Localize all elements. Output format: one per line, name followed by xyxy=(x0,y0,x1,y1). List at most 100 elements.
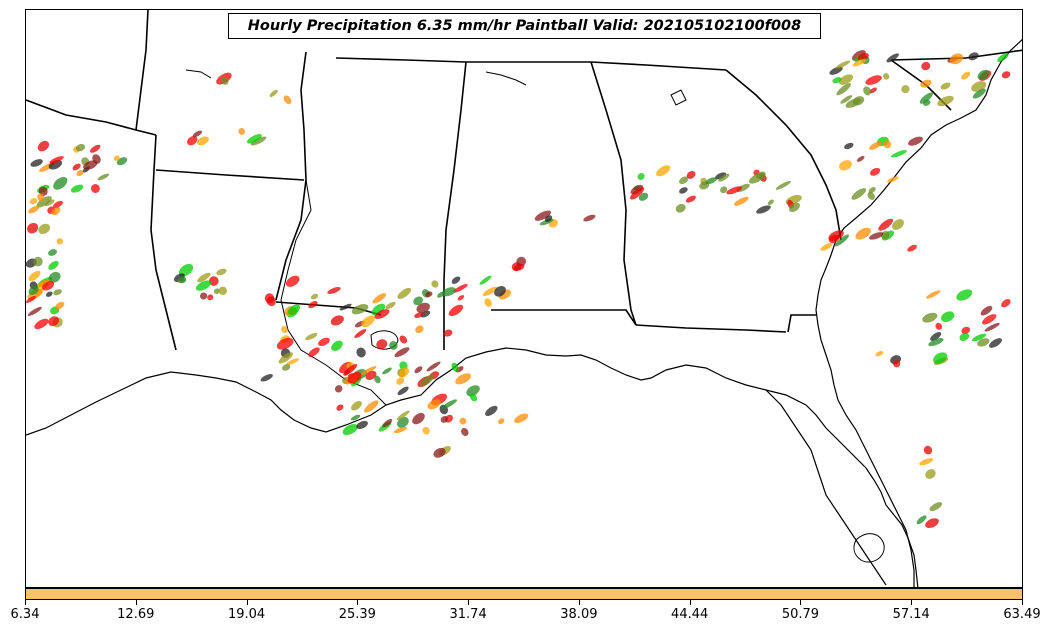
precip-blob xyxy=(276,337,294,350)
precip-blob xyxy=(457,295,465,301)
precip-blob xyxy=(929,502,943,512)
precip-blob xyxy=(218,286,228,295)
colorbar-tick-label: 57.14 xyxy=(892,607,930,622)
precip-blob xyxy=(940,311,955,323)
precip-blob xyxy=(922,99,931,106)
colorbar-tick xyxy=(246,600,248,605)
precip-blob xyxy=(427,399,441,410)
colorbar-tick xyxy=(689,600,691,605)
precip-blob xyxy=(928,338,944,347)
precip-blob xyxy=(989,338,1002,348)
precip-blob xyxy=(327,287,341,294)
precip-blob xyxy=(1001,71,1011,79)
precip-blob xyxy=(350,414,361,421)
precip-blob xyxy=(330,315,344,326)
precip-blob xyxy=(838,74,854,85)
reservoir xyxy=(670,89,687,106)
precip-blob xyxy=(534,210,551,221)
precip-blob xyxy=(220,76,229,85)
precip-blob xyxy=(930,331,942,341)
precip-blob xyxy=(269,89,278,98)
precip-blob xyxy=(442,287,457,297)
precip-blob xyxy=(339,303,352,311)
precip-blob xyxy=(397,416,409,428)
precip-blob xyxy=(890,150,907,158)
precip-blob xyxy=(935,322,943,330)
precip-blob xyxy=(34,318,49,330)
precip-blob xyxy=(179,276,187,284)
precip-blob xyxy=(399,335,408,344)
precip-blob xyxy=(451,276,461,284)
precip-blob xyxy=(459,417,467,425)
precip-blob xyxy=(55,301,65,310)
map-panel xyxy=(25,9,1023,588)
precip-blob xyxy=(49,156,64,164)
precip-blob xyxy=(207,294,214,301)
precip-blob xyxy=(748,172,765,184)
precip-blob xyxy=(48,271,61,283)
precip-blob xyxy=(919,458,934,466)
precip-blob xyxy=(453,284,468,293)
colorbar-tick-label: 44.44 xyxy=(671,607,709,622)
colorbar-tick xyxy=(911,600,913,605)
state-borders xyxy=(26,10,1022,351)
precip-blob xyxy=(956,289,973,301)
precip-blob xyxy=(356,347,366,358)
precip-blob xyxy=(705,177,717,185)
precip-blob xyxy=(840,95,853,104)
precip-blob xyxy=(26,295,37,303)
precip-blob xyxy=(361,315,375,328)
precip-blob xyxy=(42,281,55,291)
precip-blob xyxy=(414,312,424,318)
precip-blob xyxy=(718,173,730,182)
colorbar-tick-label: 50.79 xyxy=(781,607,820,622)
precip-blob xyxy=(213,288,220,294)
precip-blob xyxy=(852,58,867,67)
precip-blob xyxy=(479,275,492,285)
precip-blob xyxy=(984,322,1000,332)
colorbar-tick-label: 19.04 xyxy=(227,607,266,622)
precip-blob xyxy=(419,374,435,387)
precip-blob xyxy=(97,173,110,181)
precip-blob xyxy=(907,244,918,252)
precip-blob xyxy=(855,227,871,240)
precip-blob xyxy=(372,293,387,304)
precip-blob xyxy=(756,205,771,214)
precip-blob xyxy=(513,263,525,271)
precip-blob xyxy=(469,393,478,402)
precip-blob xyxy=(53,289,62,296)
precip-blob xyxy=(396,377,405,385)
precip-blob xyxy=(679,187,688,194)
precip-blob xyxy=(925,469,936,479)
precip-blob xyxy=(351,400,362,411)
precip-blob xyxy=(968,52,979,61)
precip-blob xyxy=(494,285,506,297)
precip-blob xyxy=(389,341,398,350)
gulf-coastline xyxy=(26,347,919,587)
precip-blob xyxy=(883,73,890,80)
precip-blob xyxy=(192,130,203,138)
arkansas-river xyxy=(185,69,212,79)
colorbar-tick xyxy=(578,600,580,605)
precip-blob xyxy=(656,165,671,177)
precip-blob xyxy=(282,364,291,371)
precip-blob xyxy=(886,53,899,63)
precip-blob xyxy=(250,136,267,146)
precip-blob xyxy=(867,191,875,200)
precip-blob xyxy=(76,170,84,176)
precip-blob xyxy=(283,95,292,105)
precip-blob xyxy=(48,260,59,270)
precip-blob xyxy=(397,386,409,396)
precip-blob xyxy=(828,230,844,241)
precip-blob xyxy=(883,140,892,149)
precip-blob xyxy=(44,199,55,207)
colorbar-tick-label: 6.34 xyxy=(10,607,40,622)
precip-blob xyxy=(393,426,408,434)
precip-blob xyxy=(374,309,390,319)
precip-blob xyxy=(637,173,645,180)
precip-blob xyxy=(318,337,330,347)
precip-blob xyxy=(331,340,343,352)
precip-blob xyxy=(422,426,430,435)
precip-blob xyxy=(116,157,128,166)
precip-blob xyxy=(287,304,301,315)
